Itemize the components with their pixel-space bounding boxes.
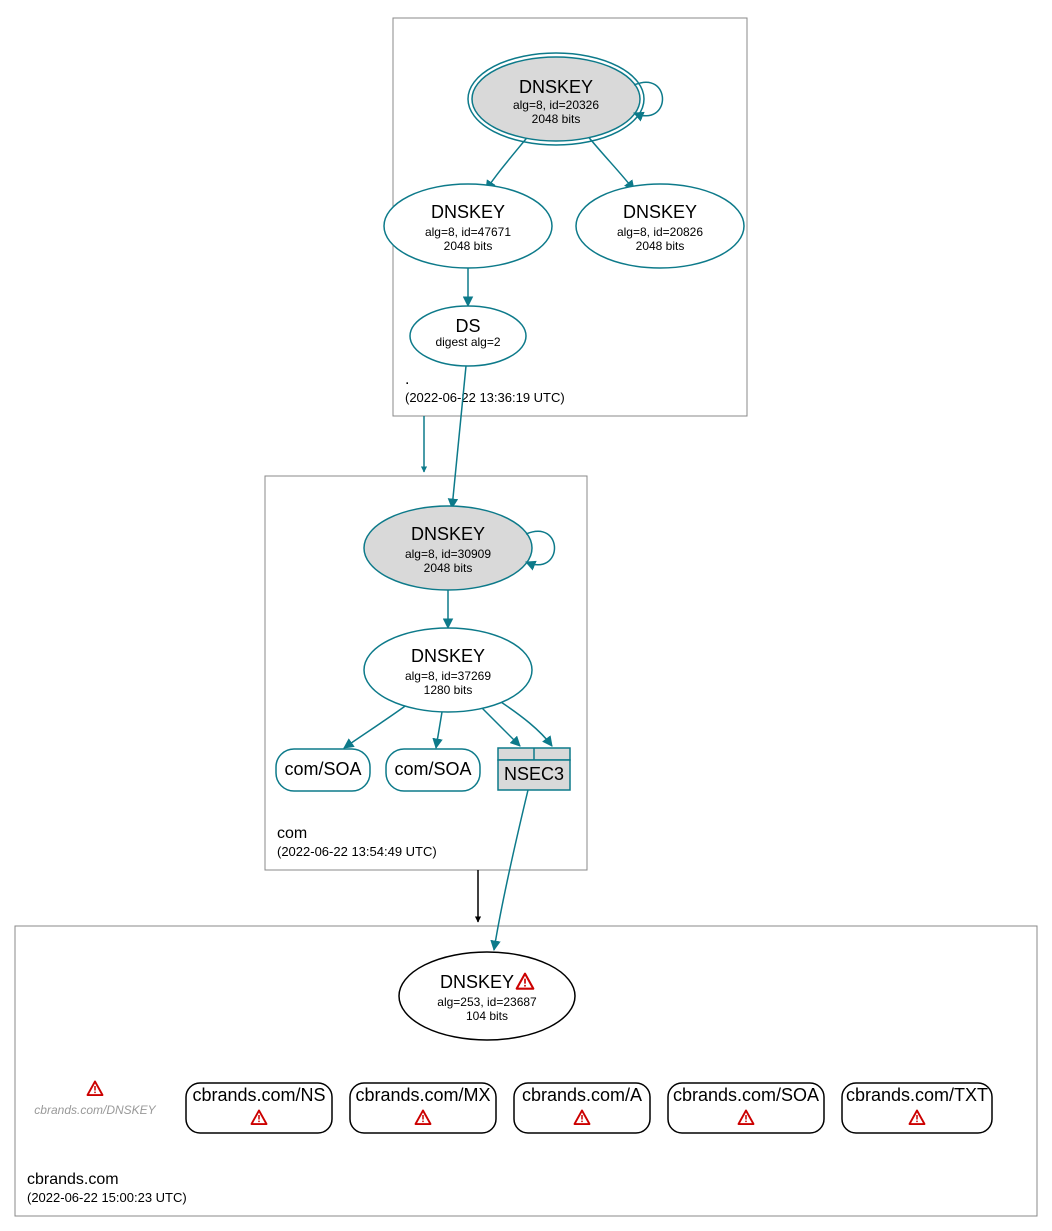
node-cb-ns: cbrands.com/NS bbox=[186, 1083, 332, 1133]
node-com-soa1: com/SOA bbox=[276, 749, 370, 791]
svg-text:DNSKEY: DNSKEY bbox=[411, 646, 485, 666]
svg-text:alg=8, id=37269: alg=8, id=37269 bbox=[405, 669, 491, 683]
svg-text:2048 bits: 2048 bits bbox=[444, 239, 493, 253]
svg-text:DNSKEY: DNSKEY bbox=[411, 524, 485, 544]
node-com-nsec3: NSEC3 bbox=[498, 748, 570, 790]
svg-text:2048 bits: 2048 bits bbox=[424, 561, 473, 575]
edge bbox=[452, 366, 466, 508]
node-cb-a: cbrands.com/A bbox=[514, 1083, 650, 1133]
svg-text:NSEC3: NSEC3 bbox=[504, 764, 564, 784]
node-cb-txt: cbrands.com/TXT bbox=[842, 1083, 992, 1133]
node-root-ds: DSdigest alg=2 bbox=[410, 306, 526, 366]
svg-text:(2022-06-22 13:36:19 UTC): (2022-06-22 13:36:19 UTC) bbox=[405, 390, 565, 405]
node-root-ksk: DNSKEYalg=8, id=203262048 bits bbox=[468, 53, 663, 145]
svg-text:104 bits: 104 bits bbox=[466, 1009, 508, 1023]
svg-text:cbrands.com/TXT: cbrands.com/TXT bbox=[846, 1085, 988, 1105]
svg-text:DNSKEY: DNSKEY bbox=[431, 202, 505, 222]
svg-text:DNSKEY: DNSKEY bbox=[519, 77, 593, 97]
node-cb-mx: cbrands.com/MX bbox=[350, 1083, 496, 1133]
svg-text:cbrands.com/MX: cbrands.com/MX bbox=[355, 1085, 490, 1105]
svg-text:cbrands.com/A: cbrands.com/A bbox=[522, 1085, 642, 1105]
svg-text:alg=8, id=20826: alg=8, id=20826 bbox=[617, 225, 703, 239]
svg-text:2048 bits: 2048 bits bbox=[532, 112, 581, 126]
svg-text:1280 bits: 1280 bits bbox=[424, 683, 473, 697]
node-com-ksk: DNSKEY alg=8, id=309092048 bits bbox=[364, 506, 555, 590]
svg-text:com: com bbox=[277, 825, 307, 842]
node-cb-ghost: cbrands.com/DNSKEY bbox=[34, 1082, 156, 1118]
node-cb-dnskey: DNSKEY alg=253, id=23687104 bits bbox=[399, 952, 575, 1040]
svg-text:2048 bits: 2048 bits bbox=[636, 239, 685, 253]
svg-text:cbrands.com/NS: cbrands.com/NS bbox=[192, 1085, 325, 1105]
svg-text:alg=253, id=23687: alg=253, id=23687 bbox=[437, 995, 537, 1009]
svg-text:cbrands.com/DNSKEY: cbrands.com/DNSKEY bbox=[34, 1103, 156, 1117]
svg-text:digest alg=2: digest alg=2 bbox=[435, 335, 500, 349]
node-com-zsk: DNSKEY alg=8, id=372691280 bits bbox=[364, 628, 532, 712]
svg-text:alg=8, id=30909: alg=8, id=30909 bbox=[405, 547, 491, 561]
node-root-zsk2: DNSKEY alg=8, id=208262048 bits bbox=[576, 184, 744, 268]
svg-text:DNSKEY: DNSKEY bbox=[440, 972, 514, 992]
svg-text:DS: DS bbox=[455, 316, 480, 336]
svg-text:DNSKEY: DNSKEY bbox=[623, 202, 697, 222]
edge bbox=[436, 712, 442, 748]
svg-text:(2022-06-22 13:54:49 UTC): (2022-06-22 13:54:49 UTC) bbox=[277, 844, 437, 859]
svg-text:cbrands.com/SOA: cbrands.com/SOA bbox=[673, 1085, 819, 1105]
node-com-soa2: com/SOA bbox=[386, 749, 480, 791]
edge bbox=[344, 704, 408, 748]
svg-text:com/SOA: com/SOA bbox=[394, 759, 471, 779]
edge bbox=[586, 134, 634, 190]
svg-text:(2022-06-22 15:00:23 UTC): (2022-06-22 15:00:23 UTC) bbox=[27, 1190, 187, 1205]
warning-icon bbox=[88, 1082, 103, 1096]
node-root-zsk1: DNSKEY alg=8, id=476712048 bits bbox=[384, 184, 552, 268]
edge bbox=[498, 700, 552, 746]
dnssec-diagram: . (2022-06-22 13:36:19 UTC) com (2022-06-22… bbox=[0, 0, 1052, 1231]
svg-text:cbrands.com: cbrands.com bbox=[27, 1171, 119, 1188]
svg-text:alg=8, id=47671: alg=8, id=47671 bbox=[425, 225, 511, 239]
svg-text:com/SOA: com/SOA bbox=[284, 759, 361, 779]
node-cb-soa: cbrands.com/SOA bbox=[668, 1083, 824, 1133]
svg-text:alg=8, id=20326: alg=8, id=20326 bbox=[513, 98, 599, 112]
svg-text:.: . bbox=[405, 371, 409, 388]
